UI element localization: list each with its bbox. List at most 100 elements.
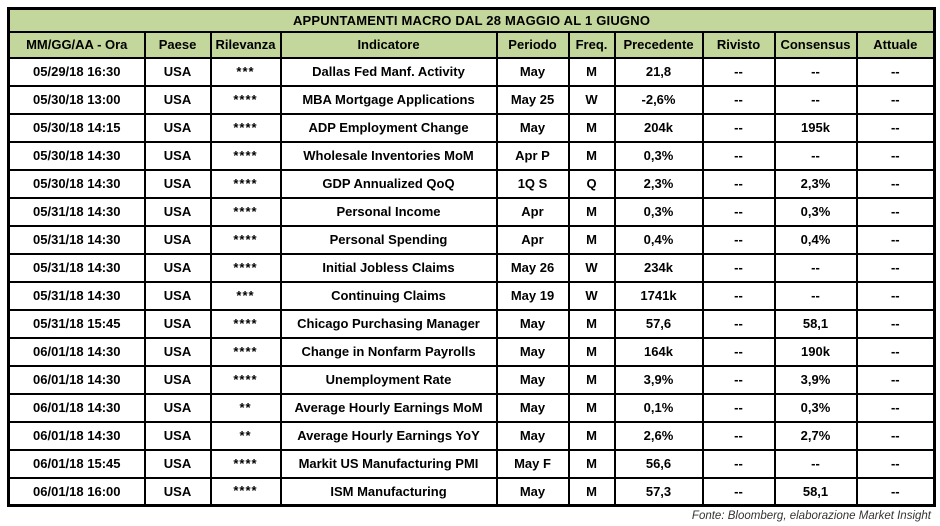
cell-actual: -- [855, 196, 936, 227]
cell-relevance: **** [209, 84, 282, 115]
cell-period: May 26 [495, 252, 570, 283]
table-row: 05/31/18 14:30 USA **** Personal Spendin… [7, 224, 936, 255]
cell-previous: 234k [613, 252, 704, 283]
cell-datetime: 06/01/18 15:45 [7, 448, 146, 479]
cell-consensus: 0,3% [773, 196, 858, 227]
cell-datetime: 05/30/18 13:00 [7, 84, 146, 115]
table-row: 05/31/18 15:45 USA **** Chicago Purchasi… [7, 308, 936, 339]
cell-consensus: 190k [773, 336, 858, 367]
cell-previous: 204k [613, 112, 704, 143]
cell-indicator: Dallas Fed Manf. Activity [279, 56, 498, 87]
cell-frequency: M [567, 140, 616, 171]
cell-period: May [495, 392, 570, 423]
cell-revised: -- [701, 420, 776, 451]
cell-period: May [495, 364, 570, 395]
table-body: 05/29/18 16:30 USA *** Dallas Fed Manf. … [7, 56, 936, 507]
table-row: 05/31/18 14:30 USA *** Continuing Claims… [7, 280, 936, 311]
cell-actual: -- [855, 280, 936, 311]
cell-frequency: M [567, 196, 616, 227]
cell-relevance: **** [209, 336, 282, 367]
table-row: 05/31/18 14:30 USA **** Initial Jobless … [7, 252, 936, 283]
cell-relevance: **** [209, 168, 282, 199]
cell-consensus: 195k [773, 112, 858, 143]
cell-relevance: **** [209, 448, 282, 479]
table-row: 05/30/18 14:30 USA **** GDP Annualized Q… [7, 168, 936, 199]
cell-previous: 0,1% [613, 392, 704, 423]
table-row: 06/01/18 14:30 USA ** Average Hourly Ear… [7, 420, 936, 451]
cell-indicator: ISM Manufacturing [279, 476, 498, 507]
cell-frequency: W [567, 84, 616, 115]
cell-previous: 56,6 [613, 448, 704, 479]
cell-consensus: 58,1 [773, 476, 858, 507]
cell-datetime: 06/01/18 14:30 [7, 392, 146, 423]
column-header-relevance: Rilevanza [209, 30, 282, 59]
cell-indicator: GDP Annualized QoQ [279, 168, 498, 199]
cell-previous: 0,3% [613, 140, 704, 171]
column-header-consensus: Consensus [773, 30, 858, 59]
cell-country: USA [143, 112, 212, 143]
cell-country: USA [143, 252, 212, 283]
cell-actual: -- [855, 84, 936, 115]
cell-previous: 1741k [613, 280, 704, 311]
cell-actual: -- [855, 56, 936, 87]
cell-consensus: -- [773, 140, 858, 171]
cell-frequency: M [567, 336, 616, 367]
cell-frequency: M [567, 392, 616, 423]
cell-country: USA [143, 476, 212, 507]
cell-period: May [495, 336, 570, 367]
cell-relevance: **** [209, 364, 282, 395]
cell-country: USA [143, 168, 212, 199]
cell-frequency: M [567, 420, 616, 451]
page-title: APPUNTAMENTI MACRO DAL 28 MAGGIO AL 1 GI… [7, 7, 936, 33]
cell-datetime: 05/30/18 14:15 [7, 112, 146, 143]
cell-actual: -- [855, 112, 936, 143]
cell-actual: -- [855, 420, 936, 451]
cell-datetime: 05/29/18 16:30 [7, 56, 146, 87]
cell-indicator: Initial Jobless Claims [279, 252, 498, 283]
cell-consensus: -- [773, 252, 858, 283]
cell-frequency: M [567, 476, 616, 507]
cell-indicator: Continuing Claims [279, 280, 498, 311]
cell-consensus: 3,9% [773, 364, 858, 395]
cell-revised: -- [701, 196, 776, 227]
cell-country: USA [143, 336, 212, 367]
cell-previous: -2,6% [613, 84, 704, 115]
cell-previous: 2,3% [613, 168, 704, 199]
cell-period: 1Q S [495, 168, 570, 199]
table-row: 05/30/18 14:30 USA **** Wholesale Invent… [7, 140, 936, 171]
cell-actual: -- [855, 448, 936, 479]
table-row: 06/01/18 14:30 USA ** Average Hourly Ear… [7, 392, 936, 423]
cell-revised: -- [701, 364, 776, 395]
cell-country: USA [143, 420, 212, 451]
cell-actual: -- [855, 336, 936, 367]
cell-datetime: 05/31/18 14:30 [7, 252, 146, 283]
column-header-indicator: Indicatore [279, 30, 498, 59]
cell-revised: -- [701, 280, 776, 311]
cell-frequency: W [567, 280, 616, 311]
cell-country: USA [143, 308, 212, 339]
cell-datetime: 05/31/18 14:30 [7, 196, 146, 227]
cell-revised: -- [701, 308, 776, 339]
cell-frequency: M [567, 364, 616, 395]
cell-consensus: -- [773, 56, 858, 87]
cell-relevance: **** [209, 112, 282, 143]
column-header-period: Periodo [495, 30, 570, 59]
cell-datetime: 06/01/18 16:00 [7, 476, 146, 507]
cell-actual: -- [855, 140, 936, 171]
cell-actual: -- [855, 308, 936, 339]
column-header-actual: Attuale [855, 30, 936, 59]
cell-indicator: ADP Employment Change [279, 112, 498, 143]
cell-datetime: 06/01/18 14:30 [7, 420, 146, 451]
cell-datetime: 06/01/18 14:30 [7, 336, 146, 367]
cell-previous: 2,6% [613, 420, 704, 451]
cell-datetime: 05/31/18 14:30 [7, 280, 146, 311]
cell-relevance: **** [209, 140, 282, 171]
column-header-frequency: Freq. [567, 30, 616, 59]
cell-period: Apr [495, 224, 570, 255]
table-row: 05/30/18 14:15 USA **** ADP Employment C… [7, 112, 936, 143]
cell-indicator: Personal Income [279, 196, 498, 227]
macro-calendar-table: APPUNTAMENTI MACRO DAL 28 MAGGIO AL 1 GI… [7, 7, 937, 507]
table-row: 05/31/18 14:30 USA **** Personal Income … [7, 196, 936, 227]
cell-actual: -- [855, 224, 936, 255]
